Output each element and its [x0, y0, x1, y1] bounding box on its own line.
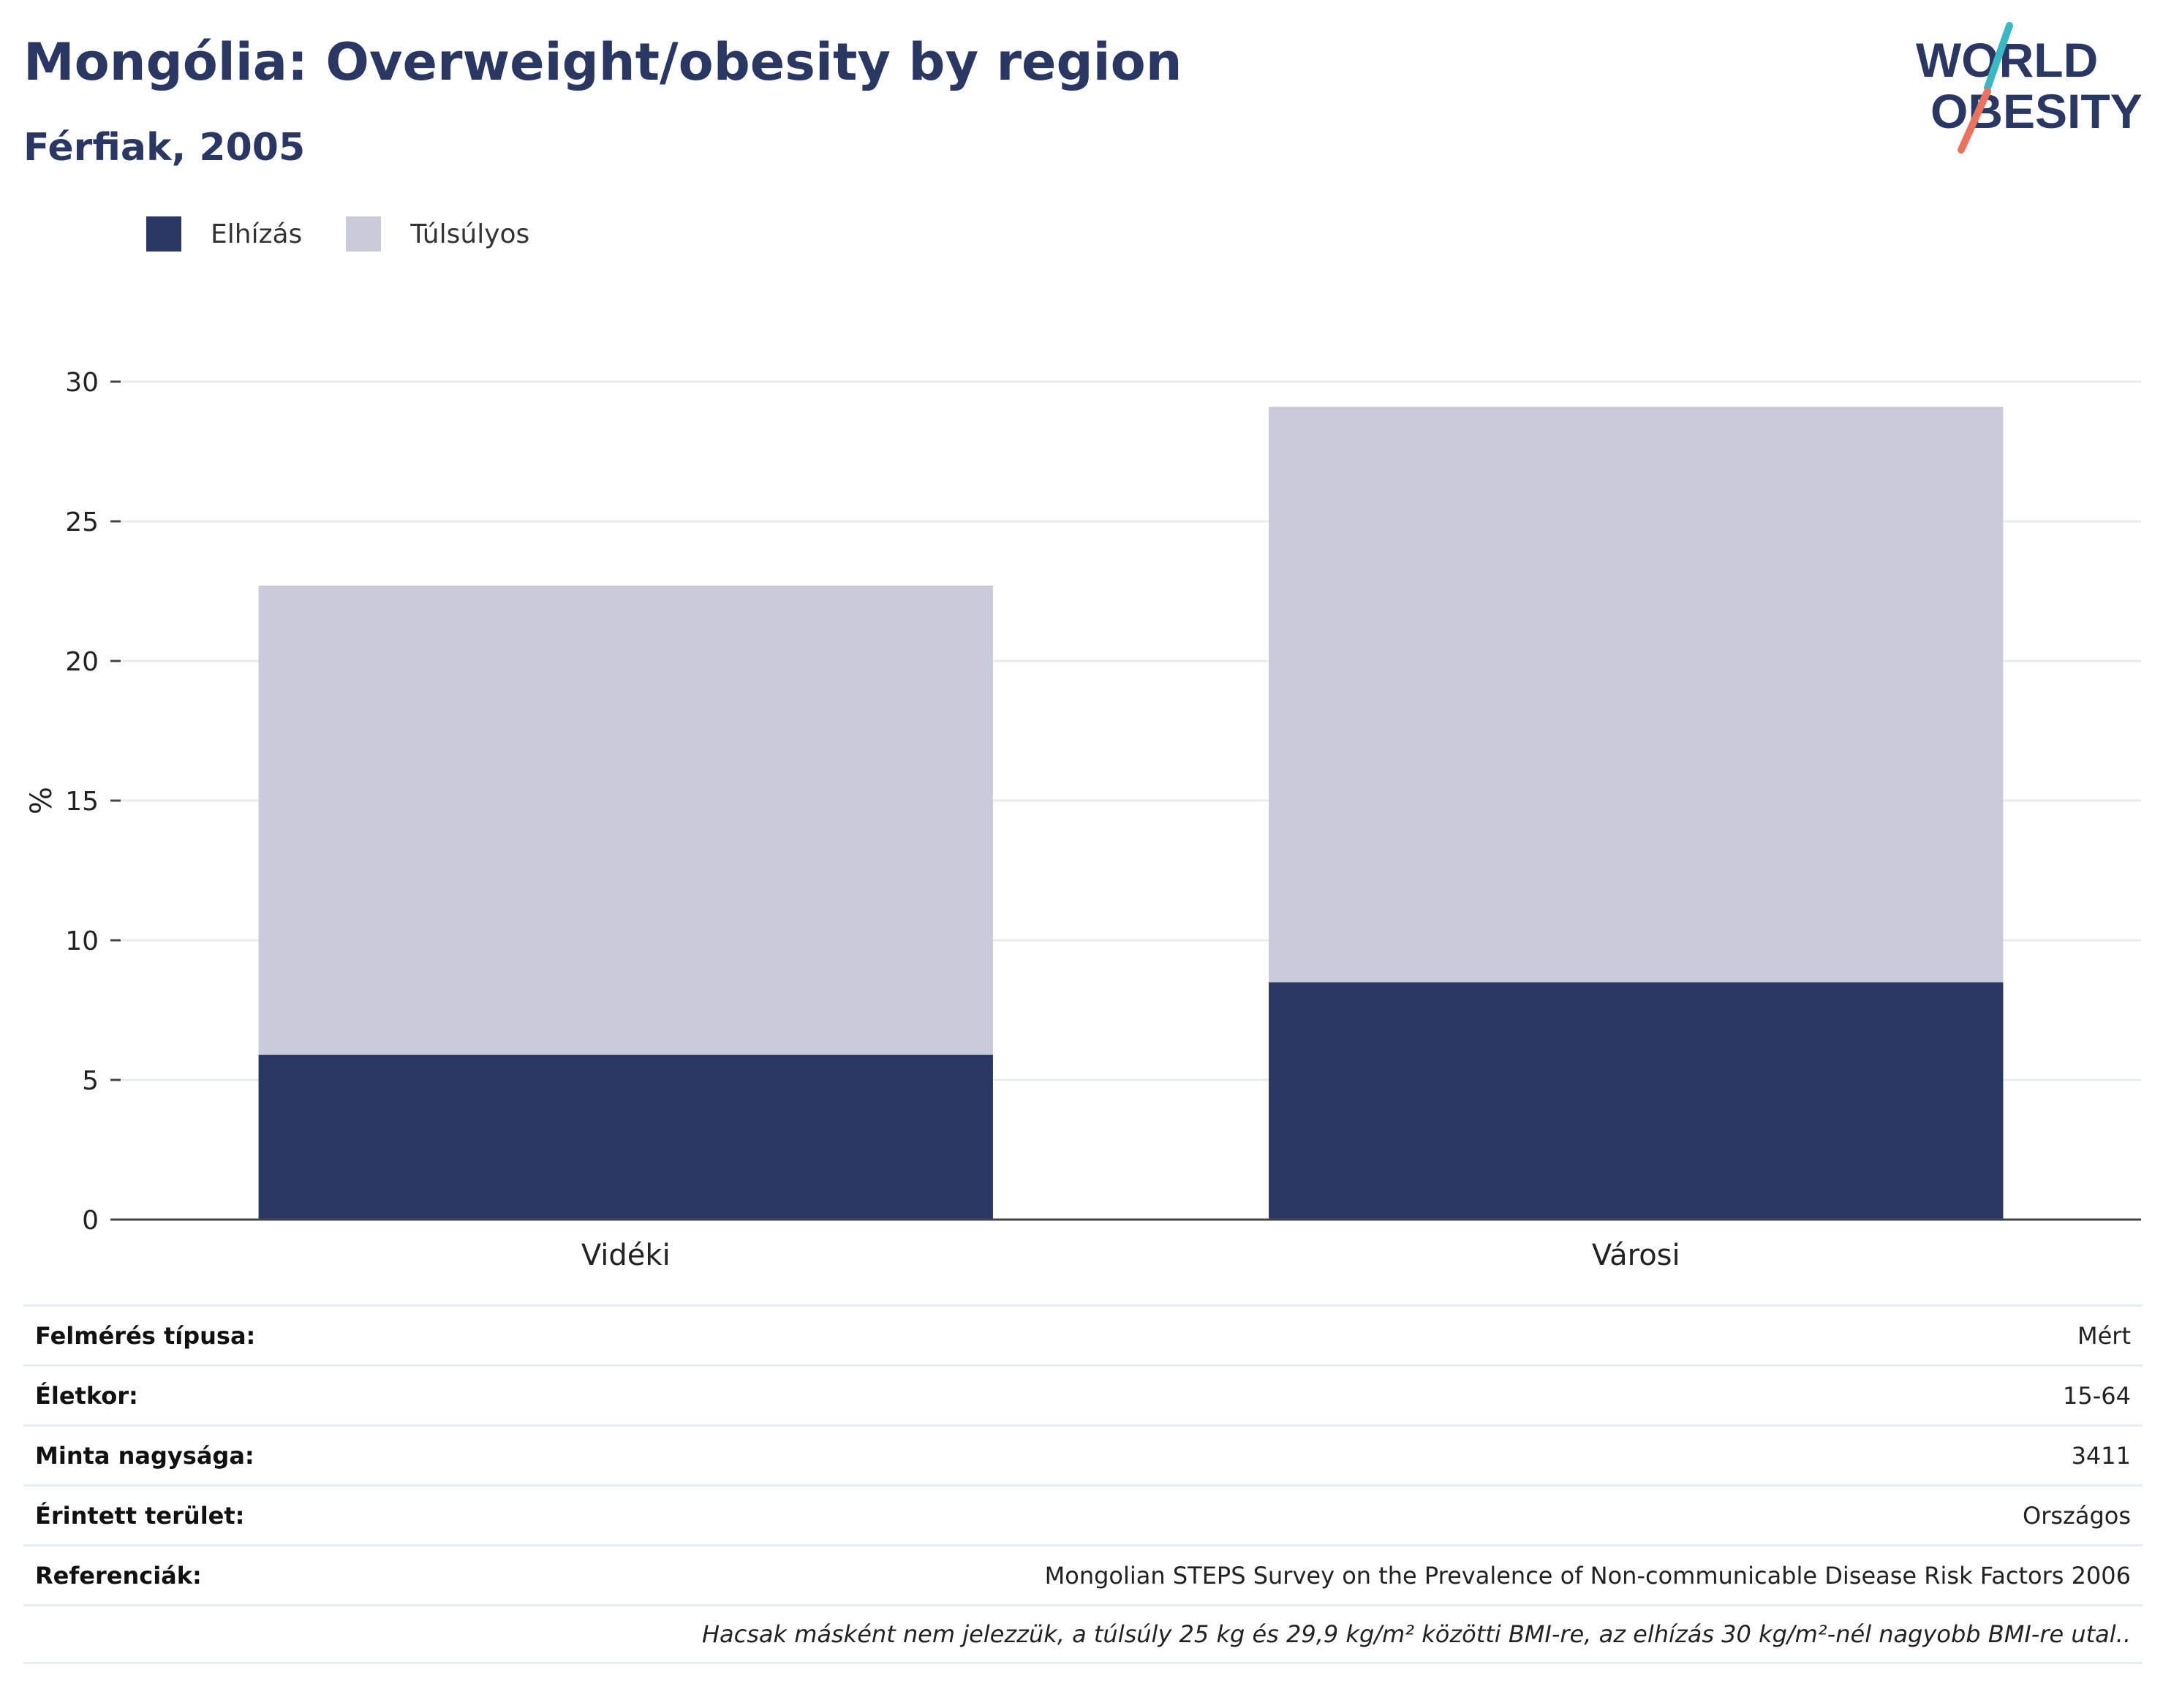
bar-obesity-0 [258, 1054, 993, 1220]
bar-overweight-0 [258, 585, 993, 1055]
info-key: Életkor: [35, 1381, 138, 1410]
legend-swatch-obesity [146, 216, 181, 252]
stacked-bar-chart: 0 5 10 15 20 25 30% Vidéki Városi [25, 368, 2141, 1272]
info-key: Felmérés típusa: [35, 1321, 256, 1350]
y-tick-label: 20 [65, 647, 99, 677]
info-row-age: Életkor: 15-64 [23, 1364, 2143, 1424]
logo-line2: OBESITY [1930, 84, 2143, 138]
info-row-area: Érintett terület: Országos [23, 1484, 2143, 1544]
logo-slash-top [1984, 22, 2013, 91]
world-obesity-logo: WORLD OBESITY [1916, 22, 2143, 154]
footnote-text: Hacsak másként nem jelezzük, a túlsúly 2… [701, 1620, 2131, 1648]
info-row-survey-type: Felmérés típusa: Mért [23, 1304, 2143, 1364]
info-row-references: Referenciák: Mongolian STEPS Survey on t… [23, 1544, 2143, 1604]
y-tick-label: 10 [65, 926, 99, 956]
legend-swatch-overweight [346, 216, 382, 252]
info-value: 3411 [2071, 1441, 2131, 1470]
y-tick-label: 25 [65, 507, 99, 537]
info-value: Országos [2023, 1501, 2131, 1530]
y-axis-label: % [25, 787, 58, 815]
y-tick-label: 5 [82, 1066, 99, 1096]
info-footnote: Hacsak másként nem jelezzük, a túlsúly 2… [23, 1604, 2143, 1664]
logo-slash-bottom [1958, 88, 1991, 154]
y-tick-label: 30 [65, 368, 99, 398]
info-key: Referenciák: [35, 1561, 202, 1590]
bar-obesity-1 [1269, 982, 2004, 1220]
info-value: Mért [2077, 1321, 2131, 1350]
legend-label-obesity: Elhízás [211, 219, 303, 249]
chart-title: Mongólia: Overweight/obesity by region [23, 32, 1182, 92]
survey-info-table: Felmérés típusa: Mért Életkor: 15-64 Min… [23, 1304, 2143, 1664]
info-value: Mongolian STEPS Survey on the Prevalence… [1044, 1561, 2131, 1590]
legend-item-obesity[interactable]: Elhízás [146, 216, 302, 252]
chart-legend: Elhízás Túlsúlyos [146, 216, 573, 252]
x-tick-label: Városi [1592, 1239, 1680, 1272]
x-tick-label: Vidéki [581, 1239, 671, 1272]
info-key: Érintett terület: [35, 1501, 245, 1530]
y-tick-label: 15 [65, 787, 99, 817]
y-tick-label: 0 [82, 1206, 99, 1236]
chart-subtitle: Férfiak, 2005 [23, 126, 306, 170]
info-row-sample-size: Minta nagysága: 3411 [23, 1424, 2143, 1484]
info-key: Minta nagysága: [35, 1441, 254, 1470]
legend-item-overweight[interactable]: Túlsúlyos [346, 216, 529, 252]
info-value: 15-64 [2063, 1381, 2131, 1410]
bar-overweight-1 [1269, 407, 2004, 983]
legend-label-overweight: Túlsúlyos [410, 219, 530, 249]
